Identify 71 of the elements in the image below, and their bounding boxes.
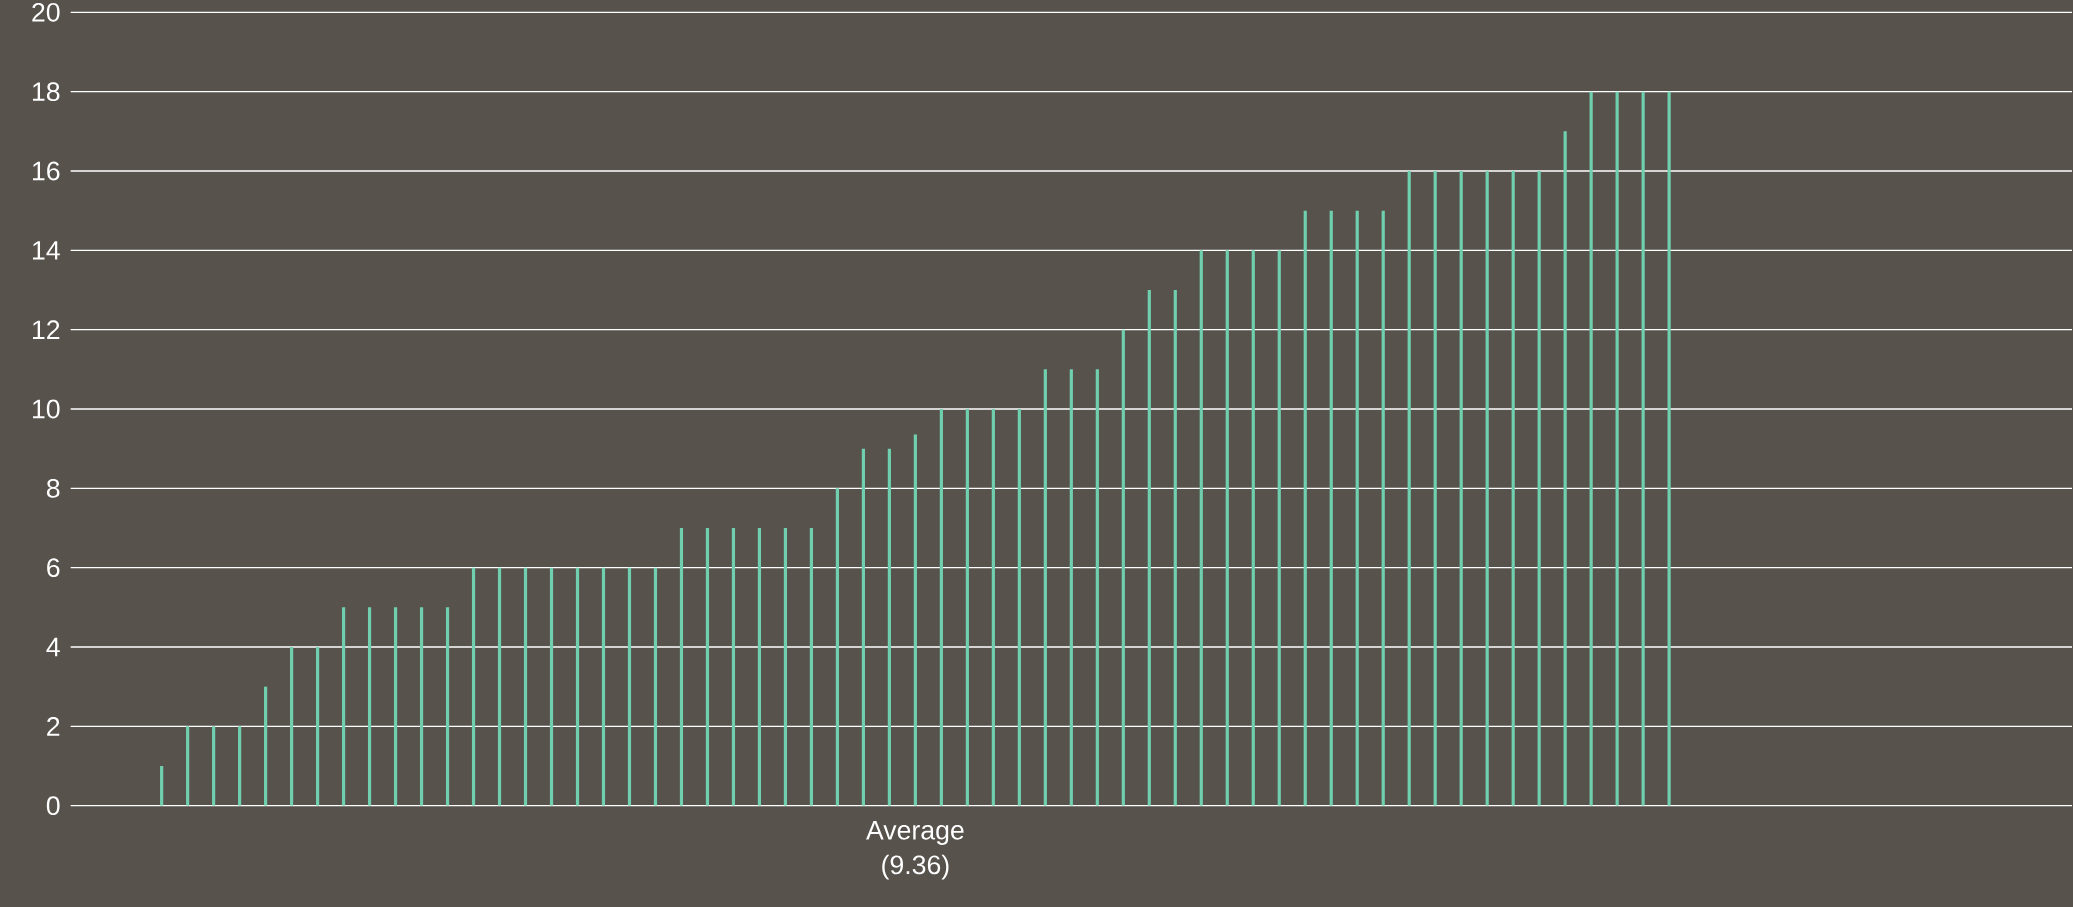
bar	[601, 567, 606, 806]
y-tick-label: 4	[46, 637, 60, 657]
bar	[186, 726, 190, 806]
bar	[497, 567, 502, 806]
bar	[1095, 369, 1099, 806]
bar	[757, 528, 762, 806]
bar	[835, 488, 840, 806]
bar	[913, 434, 917, 806]
bar	[289, 647, 294, 806]
bar	[445, 607, 450, 806]
bar	[523, 567, 528, 806]
bar	[1225, 250, 1229, 806]
bar	[1511, 170, 1515, 806]
bar	[809, 528, 814, 806]
bar	[264, 686, 268, 806]
y-tick-label: 6	[47, 558, 60, 578]
bar	[1043, 369, 1047, 806]
bar	[991, 409, 995, 806]
bar	[1355, 210, 1359, 806]
bar	[939, 409, 943, 806]
bar	[1641, 91, 1645, 806]
bar	[393, 607, 398, 806]
bar	[1485, 170, 1489, 806]
bar	[1173, 289, 1177, 806]
bar	[861, 448, 865, 806]
y-tick-label: 2	[47, 717, 60, 736]
bar	[419, 607, 424, 806]
y-tick-label: 14	[32, 241, 60, 260]
bar	[341, 607, 346, 806]
bar	[549, 567, 554, 806]
bar	[315, 647, 320, 806]
bar	[705, 528, 710, 806]
bar	[627, 567, 632, 806]
bar	[1667, 91, 1671, 806]
bar	[1303, 210, 1307, 806]
bar	[1407, 170, 1411, 806]
bar	[1589, 91, 1593, 806]
bar	[1459, 170, 1463, 806]
y-tick-label: 8	[46, 478, 60, 498]
bar	[783, 528, 788, 806]
x-tick-label: Average (9.36)	[866, 821, 964, 880]
bar	[212, 726, 216, 806]
y-tick-label: 10	[32, 399, 60, 419]
bar	[1615, 91, 1619, 806]
bar	[1017, 409, 1021, 806]
bar	[367, 607, 372, 806]
bar	[1199, 250, 1203, 806]
bar	[1251, 250, 1255, 806]
y-tick-label: 20	[32, 2, 60, 22]
y-tick-label: 16	[32, 161, 60, 181]
bar	[1537, 170, 1541, 806]
bar	[160, 766, 164, 806]
bar	[1277, 250, 1281, 806]
bar	[1329, 210, 1333, 806]
bar	[679, 528, 684, 806]
bar	[1121, 329, 1125, 806]
bar	[1069, 369, 1073, 806]
bar	[575, 567, 580, 806]
bar	[1147, 289, 1151, 806]
bar	[731, 528, 736, 806]
bar	[653, 567, 658, 806]
y-tick-label: 0	[46, 796, 60, 816]
bar	[1433, 170, 1437, 806]
bar	[238, 726, 242, 806]
bar	[965, 409, 969, 806]
bar	[1563, 131, 1567, 806]
y-tick-label: 18	[32, 82, 60, 102]
y-tick-label: 12	[32, 320, 60, 339]
bar	[1381, 210, 1385, 806]
bar	[471, 567, 476, 806]
bar	[887, 448, 891, 806]
